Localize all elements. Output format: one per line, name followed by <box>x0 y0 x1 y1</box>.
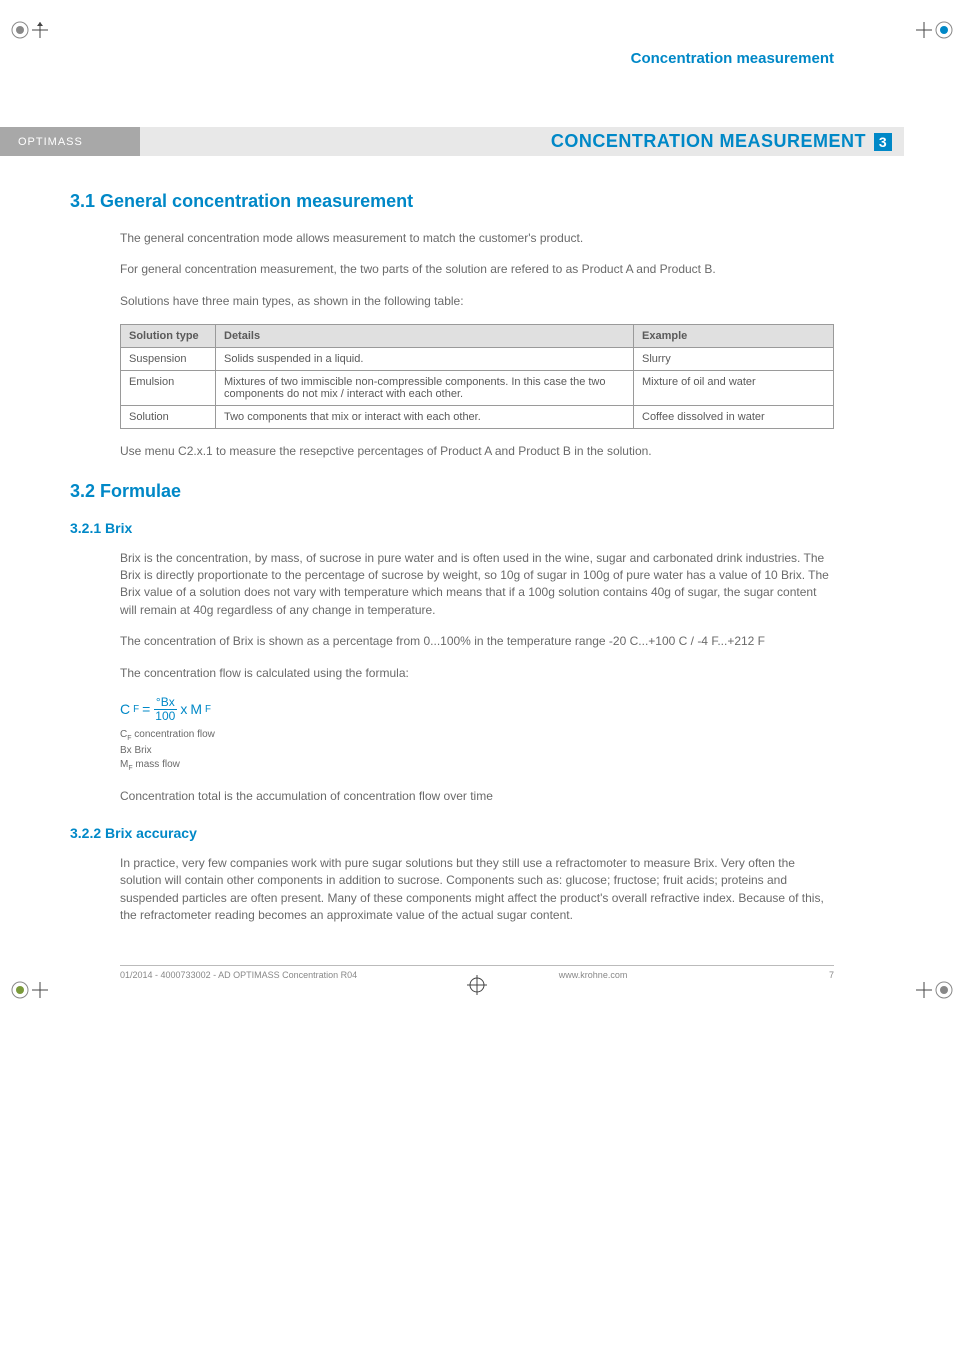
legend-line: Bx Brix <box>120 744 834 758</box>
crop-mark-bl <box>10 970 40 1000</box>
body-text: For general concentration measurement, t… <box>120 261 834 278</box>
formula-times: x <box>180 701 187 717</box>
table-cell: Solids suspended in a liquid. <box>216 348 634 371</box>
chapter-number-badge: 3 <box>874 133 892 151</box>
body-text: In practice, very few companies work wit… <box>120 855 834 925</box>
body-text: Concentration total is the accumulation … <box>120 788 834 805</box>
formula-rhs-sub: F <box>205 704 211 715</box>
formula-equals: = <box>142 701 150 717</box>
table-cell: Suspension <box>121 348 216 371</box>
table-cell: Mixtures of two immiscible non-compressi… <box>216 371 634 406</box>
table-header: Details <box>216 325 634 348</box>
table-header-row: Solution type Details Example <box>121 325 834 348</box>
crop-mark-tr <box>914 10 944 40</box>
formula-rhs-base: M <box>190 701 202 717</box>
formula-numerator: °Bx <box>154 696 177 710</box>
body-text: Brix is the concentration, by mass, of s… <box>120 550 834 620</box>
section-3-1-heading: 3.1 General concentration measurement <box>70 191 834 212</box>
legend-line: CF concentration flow <box>120 728 834 744</box>
legend-line: MF mass flow <box>120 758 834 774</box>
page-subject-heading: Concentration measurement <box>70 50 884 67</box>
section-3-2-heading: 3.2 Formulae <box>70 481 834 502</box>
crop-mark-br <box>914 970 944 1000</box>
table-cell: Emulsion <box>121 371 216 406</box>
table-cell: Solution <box>121 406 216 429</box>
body-text: The concentration flow is calculated usi… <box>120 665 834 682</box>
crop-mark-bc <box>462 970 492 1000</box>
section-3-2-2-heading: 3.2.2 Brix accuracy <box>70 825 834 841</box>
table-row: Solution Two components that mix or inte… <box>121 406 834 429</box>
table-row: Suspension Solids suspended in a liquid.… <box>121 348 834 371</box>
solution-types-table: Solution type Details Example Suspension… <box>120 324 834 429</box>
crop-mark-tl <box>10 10 40 40</box>
footer-url: www.krohne.com <box>559 970 628 980</box>
chapter-banner: OPTIMASS CONCENTRATION MEASUREMENT 3 <box>0 127 904 156</box>
formula-lhs-base: C <box>120 701 130 717</box>
table-cell: Coffee dissolved in water <box>634 406 834 429</box>
section-3-2-1-heading: 3.2.1 Brix <box>70 520 834 536</box>
chapter-title: CONCENTRATION MEASUREMENT 3 <box>140 127 904 156</box>
body-text: Solutions have three main types, as show… <box>120 293 834 310</box>
product-name: OPTIMASS <box>0 127 140 156</box>
formula-lhs-sub: F <box>133 704 139 715</box>
chapter-title-text: CONCENTRATION MEASUREMENT <box>551 131 866 152</box>
formula-legend: CF concentration flow Bx Brix MF mass fl… <box>120 728 834 774</box>
formula-denominator: 100 <box>153 710 177 723</box>
table-cell: Slurry <box>634 348 834 371</box>
body-text: The general concentration mode allows me… <box>120 230 834 247</box>
concentration-flow-formula: CF = °Bx 100 x MF <box>120 696 834 722</box>
table-cell: Two components that mix or interact with… <box>216 406 634 429</box>
footer-doc-id: 01/2014 - 4000733002 - AD OPTIMASS Conce… <box>120 970 357 980</box>
body-text: Use menu C2.x.1 to measure the resepctiv… <box>120 443 834 460</box>
table-header: Example <box>634 325 834 348</box>
formula-fraction: °Bx 100 <box>153 696 177 722</box>
footer-page-number: 7 <box>829 970 834 980</box>
table-cell: Mixture of oil and water <box>634 371 834 406</box>
body-text: The concentration of Brix is shown as a … <box>120 633 834 650</box>
table-header: Solution type <box>121 325 216 348</box>
table-row: Emulsion Mixtures of two immiscible non-… <box>121 371 834 406</box>
